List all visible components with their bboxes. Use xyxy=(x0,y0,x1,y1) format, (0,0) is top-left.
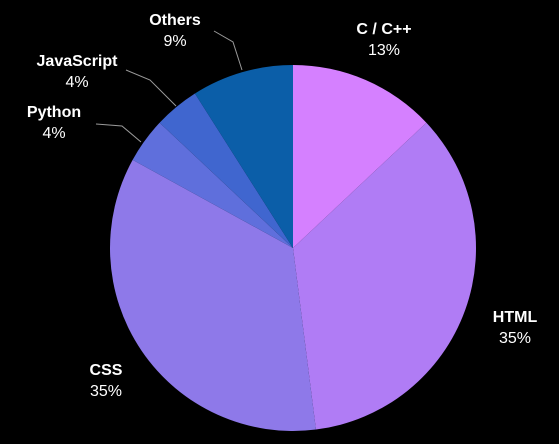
leader-line-others xyxy=(213,30,243,71)
label-percent-html: 35% xyxy=(499,330,531,347)
slice-c-c xyxy=(293,65,427,248)
leader-lines xyxy=(95,30,243,143)
slice-labels: C / C++ 13% HTML 35% CSS 35% Python 4% JavaScrip… xyxy=(27,12,538,400)
slice-javascript xyxy=(159,93,293,249)
pie-slices xyxy=(110,65,476,432)
leader-line-javascript xyxy=(125,69,177,107)
label-percent-javascript: 4% xyxy=(65,74,88,91)
label-percent-c-c: 13% xyxy=(368,42,400,59)
label-percent-python: 4% xyxy=(42,125,65,142)
label-name-html: HTML xyxy=(493,309,538,326)
label-name-c-c: C / C++ xyxy=(356,21,411,38)
slice-css xyxy=(110,159,316,432)
label-name-others: Others xyxy=(149,12,201,29)
slice-python xyxy=(132,122,293,248)
slice-others xyxy=(194,65,293,248)
label-percent-css: 35% xyxy=(90,383,122,400)
leader-line-python xyxy=(95,123,142,143)
label-name-javascript: JavaScript xyxy=(37,53,119,70)
label-percent-others: 9% xyxy=(163,33,186,50)
slice-html xyxy=(293,122,476,430)
label-name-css: CSS xyxy=(90,362,123,379)
label-name-python: Python xyxy=(27,104,81,121)
